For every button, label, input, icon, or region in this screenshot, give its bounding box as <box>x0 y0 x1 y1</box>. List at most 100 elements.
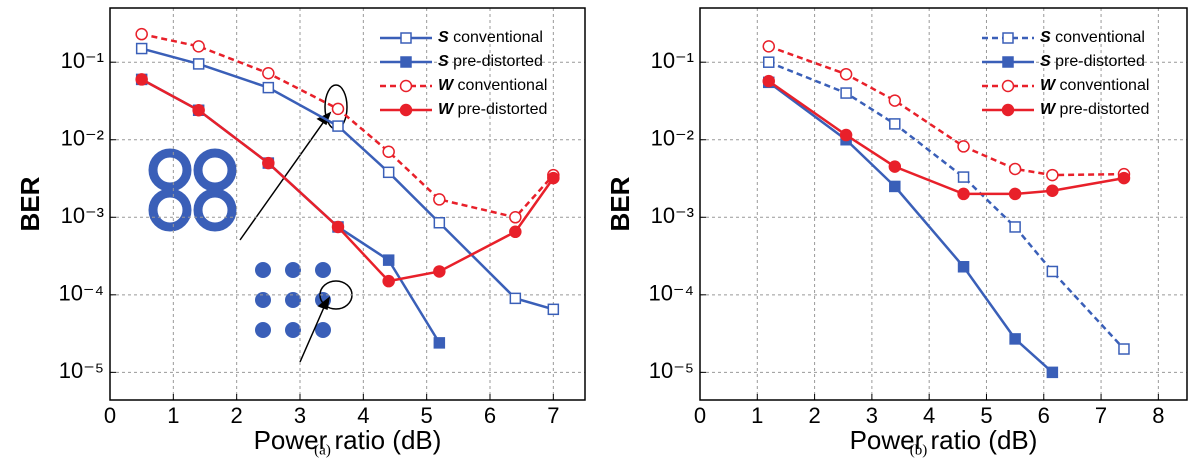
marker <box>135 42 148 55</box>
marker <box>1046 366 1059 379</box>
marker <box>509 211 522 224</box>
y-tick-label: 10⁻⁴ <box>58 281 104 306</box>
marker <box>1046 168 1059 182</box>
plot-frame <box>109 7 586 401</box>
marker <box>1008 187 1022 201</box>
marker <box>888 94 902 107</box>
legend-label: W pre-distorted <box>438 101 547 118</box>
legend-label: W conventional <box>438 77 547 94</box>
ring <box>148 188 192 232</box>
marker <box>382 254 395 266</box>
marker <box>192 58 205 70</box>
series-line <box>141 32 555 219</box>
marker <box>957 261 970 273</box>
legend-marker <box>399 79 413 93</box>
ring <box>148 148 192 192</box>
x-tick-label: 4 <box>923 403 935 428</box>
marker <box>331 220 345 234</box>
series-line <box>141 78 555 283</box>
marker <box>262 67 275 80</box>
series-line <box>768 81 1054 374</box>
y-tick-label: 10⁻² <box>61 126 104 151</box>
marker <box>262 156 275 170</box>
marker <box>888 160 902 173</box>
marker <box>840 87 852 99</box>
marker <box>433 265 446 278</box>
x-tick-label: 1 <box>751 403 763 428</box>
y-tick-label: 10⁻³ <box>651 203 694 228</box>
chart: 0 1 2 3 4 5 6 7 10⁻¹ 10⁻² 10⁻³ 10⁻⁴ 10⁻⁵ Power ratio … <box>15 7 586 458</box>
marker <box>1117 171 1131 185</box>
x-tick-label: 6 <box>484 403 496 428</box>
marker <box>762 40 776 53</box>
x-tick-label: 7 <box>1095 403 1107 428</box>
marker <box>433 216 446 229</box>
x-tick-label: 0 <box>694 403 706 428</box>
marker <box>839 67 853 81</box>
x-tick-label: 4 <box>357 403 369 428</box>
y-tick-label: 10⁻³ <box>61 203 104 228</box>
marker <box>957 187 970 201</box>
x-tick-label: 1 <box>167 403 179 428</box>
y-tick-label: 10⁻¹ <box>651 48 694 73</box>
marker <box>135 73 148 86</box>
series-line <box>768 80 1125 196</box>
legend-marker <box>1002 56 1014 68</box>
arrow <box>239 119 326 241</box>
marker <box>192 40 205 53</box>
y-tick-label: 10⁻¹ <box>61 48 104 73</box>
marker <box>1118 343 1130 355</box>
legend-label: S pre-distorted <box>438 53 543 70</box>
legend-label: S pre-distorted <box>1040 53 1145 70</box>
marker <box>1008 162 1022 176</box>
grid-constellation <box>255 262 331 338</box>
legend-label: W pre-distorted <box>1040 101 1149 118</box>
marker <box>1046 265 1059 278</box>
marker <box>192 104 205 117</box>
series-line <box>141 47 554 311</box>
plot-frame <box>699 7 1188 401</box>
marker <box>1046 184 1059 197</box>
legend-marker <box>1002 32 1014 44</box>
x-tick-label: 3 <box>866 403 878 428</box>
x-tick-label: 6 <box>1038 403 1050 428</box>
arrow <box>299 304 326 363</box>
x-tick-label: 5 <box>980 403 992 428</box>
y-tick-label: 10⁻⁵ <box>649 358 694 383</box>
y-tick-label: 10⁻² <box>651 126 694 151</box>
marker <box>763 56 775 68</box>
marker <box>433 193 446 206</box>
y-axis-label: BER <box>605 176 635 231</box>
y-axis-label: BER <box>15 176 45 231</box>
marker <box>889 118 901 130</box>
arrowhead <box>317 296 331 311</box>
y-tick-label: 10⁻⁵ <box>59 358 104 383</box>
x-tick-label: 5 <box>421 403 433 428</box>
ring <box>193 148 237 192</box>
caption: (b) <box>910 442 928 458</box>
marker <box>331 102 345 116</box>
marker <box>382 166 395 179</box>
y-tick-label: 10⁻⁴ <box>648 281 694 306</box>
marker <box>762 74 776 88</box>
marker <box>957 171 970 183</box>
marker <box>382 274 395 288</box>
marker <box>1009 333 1021 345</box>
marker <box>547 171 560 185</box>
legend-marker <box>400 56 412 68</box>
insets <box>148 148 331 338</box>
legend-marker <box>1001 103 1015 117</box>
marker <box>433 337 446 349</box>
x-tick-label: 0 <box>104 403 116 428</box>
marker <box>135 27 148 41</box>
x-axis-label: Power ratio (dB) <box>850 425 1038 455</box>
caption: (a) <box>314 442 331 458</box>
marker <box>509 292 522 305</box>
marker <box>509 225 522 239</box>
legend-label: S conventional <box>438 29 543 46</box>
marker <box>382 145 395 158</box>
legend-label: S conventional <box>1040 29 1145 46</box>
x-tick-label: 3 <box>294 403 306 428</box>
x-tick-label: 2 <box>808 403 820 428</box>
